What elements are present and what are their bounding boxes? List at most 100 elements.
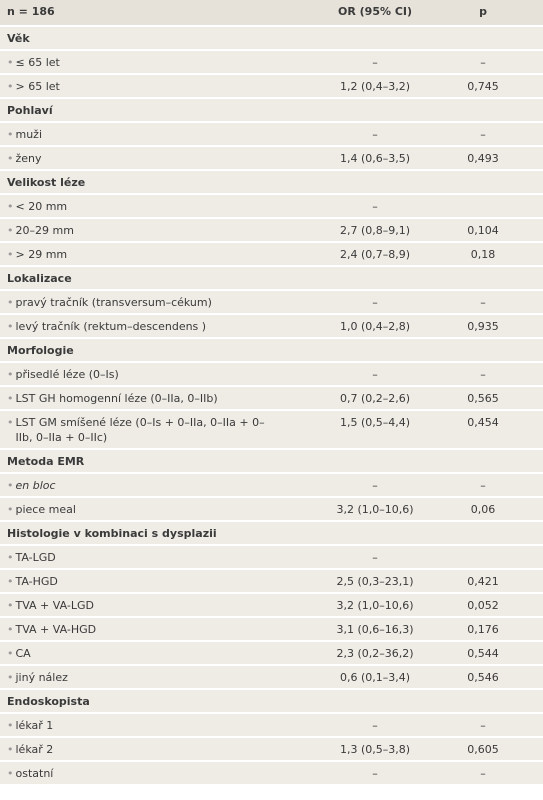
header-cell: n = 186	[7, 5, 55, 18]
row-label: TVA + VA-LGD	[15, 599, 94, 612]
bullet: •	[7, 647, 14, 660]
item-row: • přisedlé léze (0–Is) – –	[0, 363, 543, 387]
p-cell	[448, 195, 518, 202]
p-cell: –	[480, 767, 486, 780]
p-cell	[448, 546, 518, 553]
item-row: • CA 2,3 (0,2–36,2) 0,544	[0, 642, 543, 666]
bullet: •	[7, 200, 14, 213]
group-row: Velikost léze	[0, 171, 543, 195]
or-cell: 2,5 (0,3–23,1)	[336, 575, 414, 588]
p-cell: –	[480, 479, 486, 492]
bullet: •	[7, 296, 14, 309]
cell	[320, 99, 430, 106]
p-cell: 0,605	[467, 743, 499, 756]
p-cell: 0,565	[467, 392, 499, 405]
row-label: ≤ 65 let	[15, 56, 60, 69]
group-row: Histologie v kombinaci s dysplazii	[0, 522, 543, 546]
or-cell: 0,6 (0,1–3,4)	[339, 671, 411, 684]
label-cell: • < 20 mm	[0, 195, 300, 217]
label-cell: • ostatní	[0, 762, 300, 784]
label-cell: • levý tračník (rektum–descendens )	[0, 315, 300, 337]
label-cell: • TA-LGD	[0, 546, 300, 568]
p-cell: 0,745	[467, 80, 499, 93]
label-cell: • > 29 mm	[0, 243, 300, 265]
or-cell: 1,0 (0,4–2,8)	[339, 320, 411, 333]
group-title: Věk	[7, 32, 30, 45]
bullet: •	[7, 503, 14, 516]
label-cell: • en bloc	[0, 474, 300, 496]
bullet: •	[7, 248, 14, 261]
row-label: 20–29 mm	[15, 224, 74, 237]
or-cell: –	[372, 128, 378, 141]
row-label: ženy	[15, 152, 42, 165]
cell	[320, 267, 430, 274]
cell	[320, 450, 430, 457]
header-row: n = 186 OR (95% CI) p	[0, 0, 543, 27]
row-label: jiný nález	[15, 671, 68, 684]
cell	[448, 267, 518, 274]
row-label: muži	[15, 128, 43, 141]
item-row: • TA-HGD 2,5 (0,3–23,1) 0,421	[0, 570, 543, 594]
p-cell: 0,06	[470, 503, 496, 516]
p-cell: –	[480, 719, 486, 732]
row-label: TA-HGD	[15, 575, 58, 588]
label-cell: • lékař 1	[0, 714, 300, 736]
p-cell: 0,18	[470, 248, 496, 261]
cell	[448, 690, 518, 697]
item-row: • TVA + VA-HGD 3,1 (0,6–16,3) 0,176	[0, 618, 543, 642]
p-cell: 0,052	[467, 599, 499, 612]
p-cell: 0,176	[467, 623, 499, 636]
row-label: lékař 1	[15, 719, 54, 732]
item-row: • LST GH homogenní léze (0–IIa, 0–IIb) 0,7…	[0, 387, 543, 411]
row-label: ostatní	[15, 767, 54, 780]
item-row: • jiný nález 0,6 (0,1–3,4) 0,546	[0, 666, 543, 690]
or-cell: 3,2 (1,0–10,6)	[336, 599, 414, 612]
cell	[320, 339, 430, 346]
item-row: • TA-LGD –	[0, 546, 543, 570]
group-title: Histologie v kombinaci s dysplazii	[7, 527, 217, 540]
group-row: Metoda EMR	[0, 450, 543, 474]
group-row: Endoskopista	[0, 690, 543, 714]
bullet: •	[7, 152, 14, 165]
label-cell: • > 65 let	[0, 75, 300, 97]
item-row: • 20–29 mm 2,7 (0,8–9,1) 0,104	[0, 219, 543, 243]
row-label: LST GM smíšené léze (0–Is + 0–IIa, 0–IIa…	[15, 416, 265, 444]
p-cell: 0,546	[467, 671, 499, 684]
or-cell: 2,4 (0,7–8,9)	[339, 248, 411, 261]
cell	[320, 27, 430, 34]
p-cell: 0,421	[467, 575, 499, 588]
label-cell: • ženy	[0, 147, 300, 169]
or-cell: –	[372, 368, 378, 381]
or-cell: 2,7 (0,8–9,1)	[339, 224, 411, 237]
group-title: Morfologie	[7, 344, 74, 357]
row-label: TA-LGD	[15, 551, 56, 564]
group-row: Lokalizace	[0, 267, 543, 291]
or-cell: –	[372, 296, 378, 309]
row-label: levý tračník (rektum–descendens )	[15, 320, 207, 333]
label-cell: • pravý tračník (transversum–cékum)	[0, 291, 300, 313]
or-cell: –	[372, 56, 378, 69]
bullet: •	[7, 224, 14, 237]
bullet: •	[7, 128, 14, 141]
or-cell: 1,2 (0,4–3,2)	[339, 80, 411, 93]
label-cell: • TA-HGD	[0, 570, 300, 592]
bullet: •	[7, 671, 14, 684]
group-title: Metoda EMR	[7, 455, 85, 468]
item-row: • pravý tračník (transversum–cékum) – –	[0, 291, 543, 315]
cell	[448, 99, 518, 106]
or-cell: 1,5 (0,5–4,4)	[339, 416, 411, 429]
p-cell: –	[480, 128, 486, 141]
item-row: • LST GM smíšené léze (0–Is + 0–IIa, 0–II…	[0, 411, 543, 450]
group-row: Věk	[0, 27, 543, 51]
bullet: •	[7, 551, 14, 564]
group-title: Lokalizace	[7, 272, 72, 285]
label-cell: • LST GH homogenní léze (0–IIa, 0–IIb)	[0, 387, 300, 409]
bullet: •	[7, 80, 14, 93]
label-cell: • jiný nález	[0, 666, 300, 688]
or-cell: 3,1 (0,6–16,3)	[336, 623, 414, 636]
group-title: Velikost léze	[7, 176, 86, 189]
label-cell: • přisedlé léze (0–Is)	[0, 363, 300, 385]
item-row: • < 20 mm –	[0, 195, 543, 219]
item-row: • muži – –	[0, 123, 543, 147]
bullet: •	[7, 599, 14, 612]
